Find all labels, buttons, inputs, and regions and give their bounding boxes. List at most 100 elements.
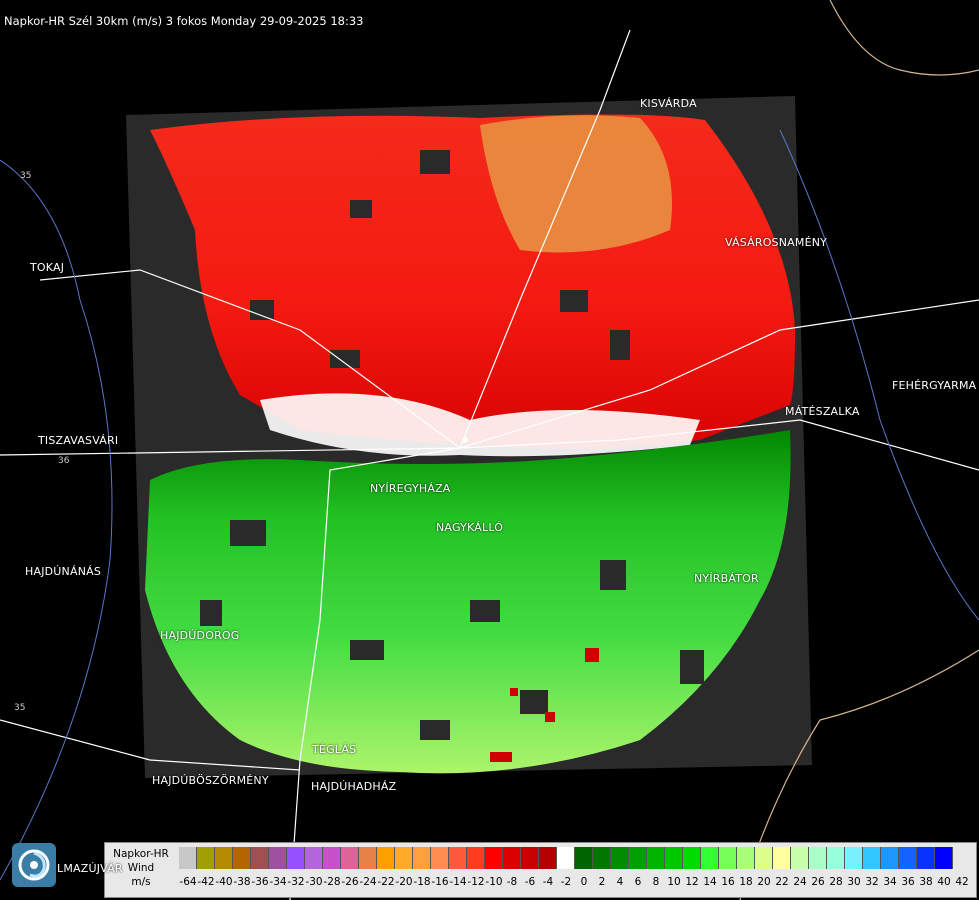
- legend-tick-label: -64: [179, 876, 197, 888]
- legend-swatch: [485, 847, 503, 869]
- legend-tick-label: 42: [955, 876, 969, 888]
- legend-swatch: [917, 847, 935, 869]
- legend-swatch: [773, 847, 791, 869]
- map-title: Napkor-HR Szél 30km (m/s) 3 fokos Monday…: [4, 14, 364, 28]
- legend-tick-label: -2: [560, 876, 572, 888]
- city-fehergyarmat: FEHÉRGYARMA: [892, 379, 977, 392]
- city-hajdudorog: HAJDÚDOROG: [160, 629, 240, 642]
- radar-site-marker: [462, 437, 468, 443]
- legend-tick-label: 38: [919, 876, 933, 888]
- legend-tick-label: -10: [485, 876, 503, 888]
- legend-swatch: [611, 847, 629, 869]
- zero-velocity-band: [260, 393, 700, 457]
- city-tokaj: TOKAJ: [30, 261, 65, 274]
- legend-swatch: [341, 847, 359, 869]
- legend-tick-label: 30: [847, 876, 861, 888]
- legend-swatch: [431, 847, 449, 869]
- legend-tick-label: 40: [937, 876, 951, 888]
- legend-swatch: [683, 847, 701, 869]
- legend-tick-label: -4: [542, 876, 554, 888]
- rivers: [0, 129, 979, 881]
- legend-swatch: [503, 847, 521, 869]
- legend-swatch: [881, 847, 899, 869]
- legend-swatch: [305, 847, 323, 869]
- legend-swatch: [845, 847, 863, 869]
- legend-tick-label: -24: [359, 876, 377, 888]
- legend-swatch: [755, 847, 773, 869]
- napkor-logo-icon: [12, 843, 56, 887]
- city-nyiregyhaza: NYÍREGYHÁZA: [370, 482, 451, 495]
- legend-tick-label: 10: [667, 876, 681, 888]
- legend-tick-label: -18: [413, 876, 431, 888]
- legend-swatches: [179, 847, 953, 869]
- legend-tick-label: -30: [305, 876, 323, 888]
- legend-tick-label: 36: [901, 876, 915, 888]
- city-mateszalka: MÁTÉSZALKA: [785, 405, 860, 418]
- legend-tick-label: -32: [287, 876, 305, 888]
- country-border: [829, 0, 979, 76]
- city-hajduhadhaz: HAJDÚHADHÁZ: [311, 780, 397, 793]
- legend-swatch: [575, 847, 593, 869]
- legend-swatch: [647, 847, 665, 869]
- legend-tick-label: 22: [775, 876, 789, 888]
- legend-tick-label: 4: [616, 876, 624, 888]
- city-kisvarda: KISVÁRDA: [640, 97, 697, 110]
- legend-tick-label: 20: [757, 876, 771, 888]
- legend-swatch: [737, 847, 755, 869]
- legend-swatch: [629, 847, 647, 869]
- orange-echo-area: [480, 115, 672, 253]
- legend-tick-label: -14: [449, 876, 467, 888]
- legend-swatch: [215, 847, 233, 869]
- legend-tick-label: 8: [652, 876, 660, 888]
- legend-tick-label: 0: [580, 876, 588, 888]
- legend-tick-label: 6: [634, 876, 642, 888]
- legend-swatch: [359, 847, 377, 869]
- legend-swatch: [413, 847, 431, 869]
- legend-swatch: [791, 847, 809, 869]
- legend-swatch: [701, 847, 719, 869]
- green-echo-area: [145, 430, 791, 774]
- legend-tick-label: -42: [197, 876, 215, 888]
- legend-swatch: [233, 847, 251, 869]
- legend-swatch: [449, 847, 467, 869]
- legend-tick-label: -20: [395, 876, 413, 888]
- legend-swatch: [377, 847, 395, 869]
- legend-swatch: [323, 847, 341, 869]
- legend-swatch: [827, 847, 845, 869]
- road-number-35b: 35: [20, 171, 31, 181]
- legend-tick-label: 2: [598, 876, 606, 888]
- city-teglas: TÉGLÁS: [312, 743, 357, 756]
- city-vasarosnameny: VÁSÁROSNAMÉNY: [725, 236, 828, 249]
- legend-tick-label: 32: [865, 876, 879, 888]
- legend-tick-label: -36: [251, 876, 269, 888]
- roads: [0, 29, 979, 900]
- legend-tick-label: -12: [467, 876, 485, 888]
- legend-tick-label: -40: [215, 876, 233, 888]
- legend-tick-label: 14: [703, 876, 717, 888]
- legend-tick-label: 26: [811, 876, 825, 888]
- legend-swatch: [197, 847, 215, 869]
- legend-swatch: [179, 847, 197, 869]
- red-cells: [490, 648, 599, 762]
- legend-title: Napkor-HR Wind m/s: [113, 848, 169, 888]
- legend-tick-label: -22: [377, 876, 395, 888]
- legend-swatch: [935, 847, 953, 869]
- legend-tick-label: 18: [739, 876, 753, 888]
- legend-swatch: [251, 847, 269, 869]
- legend-tick-label: 16: [721, 876, 735, 888]
- legend-tick-label: -6: [524, 876, 536, 888]
- legend-swatch: [863, 847, 881, 869]
- city-balmazujvaros: LMAZÚJVÁR: [57, 862, 123, 875]
- legend-swatch: [593, 847, 611, 869]
- legend-swatch: [809, 847, 827, 869]
- city-tiszavasvari: TISZAVASVÁRI: [38, 434, 119, 447]
- color-legend: Napkor-HR Wind m/s -64 -42 -40 -38 -36 -34 -32…: [104, 842, 977, 898]
- city-nyirbator: NYÍRBÁTOR: [694, 572, 759, 585]
- legend-tick-label: 24: [793, 876, 807, 888]
- legend-tick-label: -28: [323, 876, 341, 888]
- city-hajdunanas: HAJDÚNÁNÁS: [25, 565, 102, 578]
- city-nagykallo: NAGYKÁLLÓ: [436, 521, 504, 534]
- road-number-36: 36: [58, 456, 70, 466]
- country-border: [739, 649, 979, 900]
